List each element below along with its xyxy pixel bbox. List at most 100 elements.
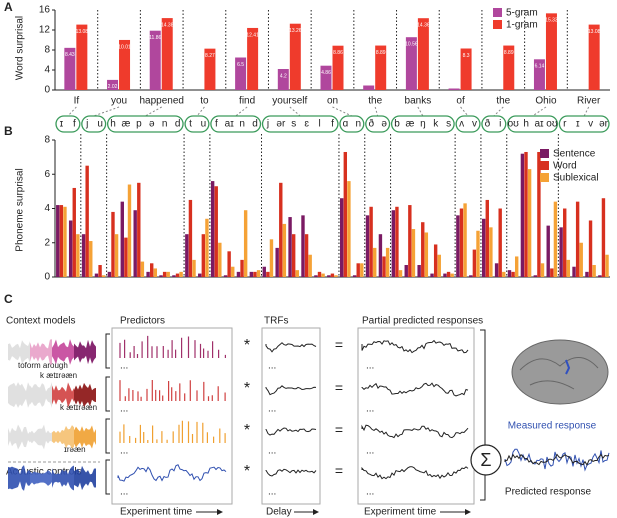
- connector: [93, 106, 120, 117]
- legend-swatch: [493, 8, 502, 17]
- value-label: 4.2: [280, 73, 287, 79]
- phoneme-group: [55, 115, 81, 133]
- bar: [327, 275, 331, 277]
- sound-blob: [52, 339, 74, 365]
- bar: [459, 208, 464, 277]
- label: k ætɪrəæn: [40, 371, 77, 380]
- label: TRFs: [264, 316, 288, 327]
- operator: =: [335, 337, 343, 353]
- predictor-spikes: [119, 420, 226, 443]
- sum-circle: [470, 444, 502, 476]
- electrode: [565, 359, 571, 375]
- bar: [317, 271, 322, 277]
- predictor-spikes: [119, 335, 226, 358]
- x-tick-label: the: [368, 96, 382, 107]
- bar: [98, 265, 102, 277]
- legend-label: 5-gram: [506, 8, 538, 19]
- bar: [247, 27, 259, 90]
- bar: [360, 263, 364, 277]
- bar: [391, 210, 396, 277]
- bar: [340, 198, 344, 277]
- bar: [172, 275, 176, 277]
- phoneme: f: [215, 119, 218, 130]
- bar: [460, 48, 472, 90]
- bar: [120, 201, 124, 277]
- bar: [481, 218, 486, 277]
- sound-blob: [8, 340, 30, 364]
- bar: [395, 206, 399, 277]
- bar: [175, 273, 180, 277]
- ellipsis: ...: [268, 404, 276, 415]
- bar: [114, 234, 119, 277]
- y-tick-label: 16: [39, 5, 51, 16]
- operator: =: [335, 463, 343, 479]
- phoneme-group: [365, 115, 391, 133]
- bar: [566, 259, 571, 277]
- bar: [256, 270, 261, 277]
- panel-label: C: [4, 292, 13, 306]
- bar: [559, 227, 563, 277]
- phoneme: ʌ: [459, 119, 464, 130]
- sound-blob: [74, 465, 96, 491]
- phoneme: f: [331, 119, 334, 130]
- trf-line: [265, 342, 317, 353]
- bar: [540, 263, 545, 277]
- bracket: [105, 459, 110, 495]
- bar: [546, 225, 550, 277]
- bar: [227, 251, 231, 277]
- connector: [67, 106, 77, 117]
- partial-response: [361, 382, 469, 397]
- y-tick-label: 8: [44, 45, 50, 56]
- sound-blob: [8, 382, 30, 408]
- legend-label: Sublexical: [553, 173, 599, 184]
- y-tick-label: 0: [44, 272, 50, 283]
- panel-c: Context models toform arough k ætɪrəæn k…: [6, 316, 609, 518]
- bar: [352, 275, 357, 277]
- bar: [373, 247, 377, 277]
- bar: [498, 208, 502, 277]
- value-label: 10.01: [118, 44, 131, 50]
- sound-blob: [30, 470, 52, 486]
- operator: *: [244, 422, 250, 439]
- operator: *: [244, 463, 250, 480]
- bar: [585, 271, 589, 277]
- bar: [64, 47, 76, 90]
- sound-blob: [30, 339, 52, 365]
- bar: [235, 57, 247, 90]
- bar: [304, 234, 309, 277]
- bar: [275, 247, 279, 277]
- phoneme: n: [162, 119, 168, 130]
- value-label: 13.26: [289, 28, 302, 34]
- bar: [63, 206, 67, 277]
- y-tick-label: 2: [44, 237, 50, 248]
- sound-blob: [52, 465, 74, 491]
- sound-blob: [74, 339, 96, 365]
- bar: [133, 210, 137, 277]
- y-tick-label: 4: [44, 203, 50, 214]
- bar: [161, 18, 173, 91]
- axis-label: Delay: [266, 507, 292, 518]
- x-tick-label: the: [496, 96, 510, 107]
- bar: [446, 271, 451, 277]
- bar: [330, 273, 335, 277]
- bar: [448, 88, 460, 90]
- bar: [266, 271, 270, 277]
- connector: [145, 106, 162, 117]
- bar: [289, 23, 301, 91]
- phoneme: v: [472, 119, 477, 130]
- bar: [437, 254, 441, 277]
- bar: [343, 151, 348, 277]
- bar: [124, 237, 128, 277]
- ellipsis: ...: [120, 446, 128, 457]
- legend-label: 1-gram: [506, 20, 538, 31]
- bar: [149, 30, 161, 90]
- bar: [588, 24, 600, 91]
- value-label: 10.56: [405, 42, 418, 48]
- bar: [592, 265, 596, 277]
- bar: [378, 234, 383, 277]
- phoneme-group: [455, 115, 481, 133]
- phoneme: ŋ: [420, 119, 426, 130]
- phoneme: d: [175, 119, 181, 130]
- ellipsis: ...: [366, 404, 374, 415]
- bar: [137, 182, 141, 277]
